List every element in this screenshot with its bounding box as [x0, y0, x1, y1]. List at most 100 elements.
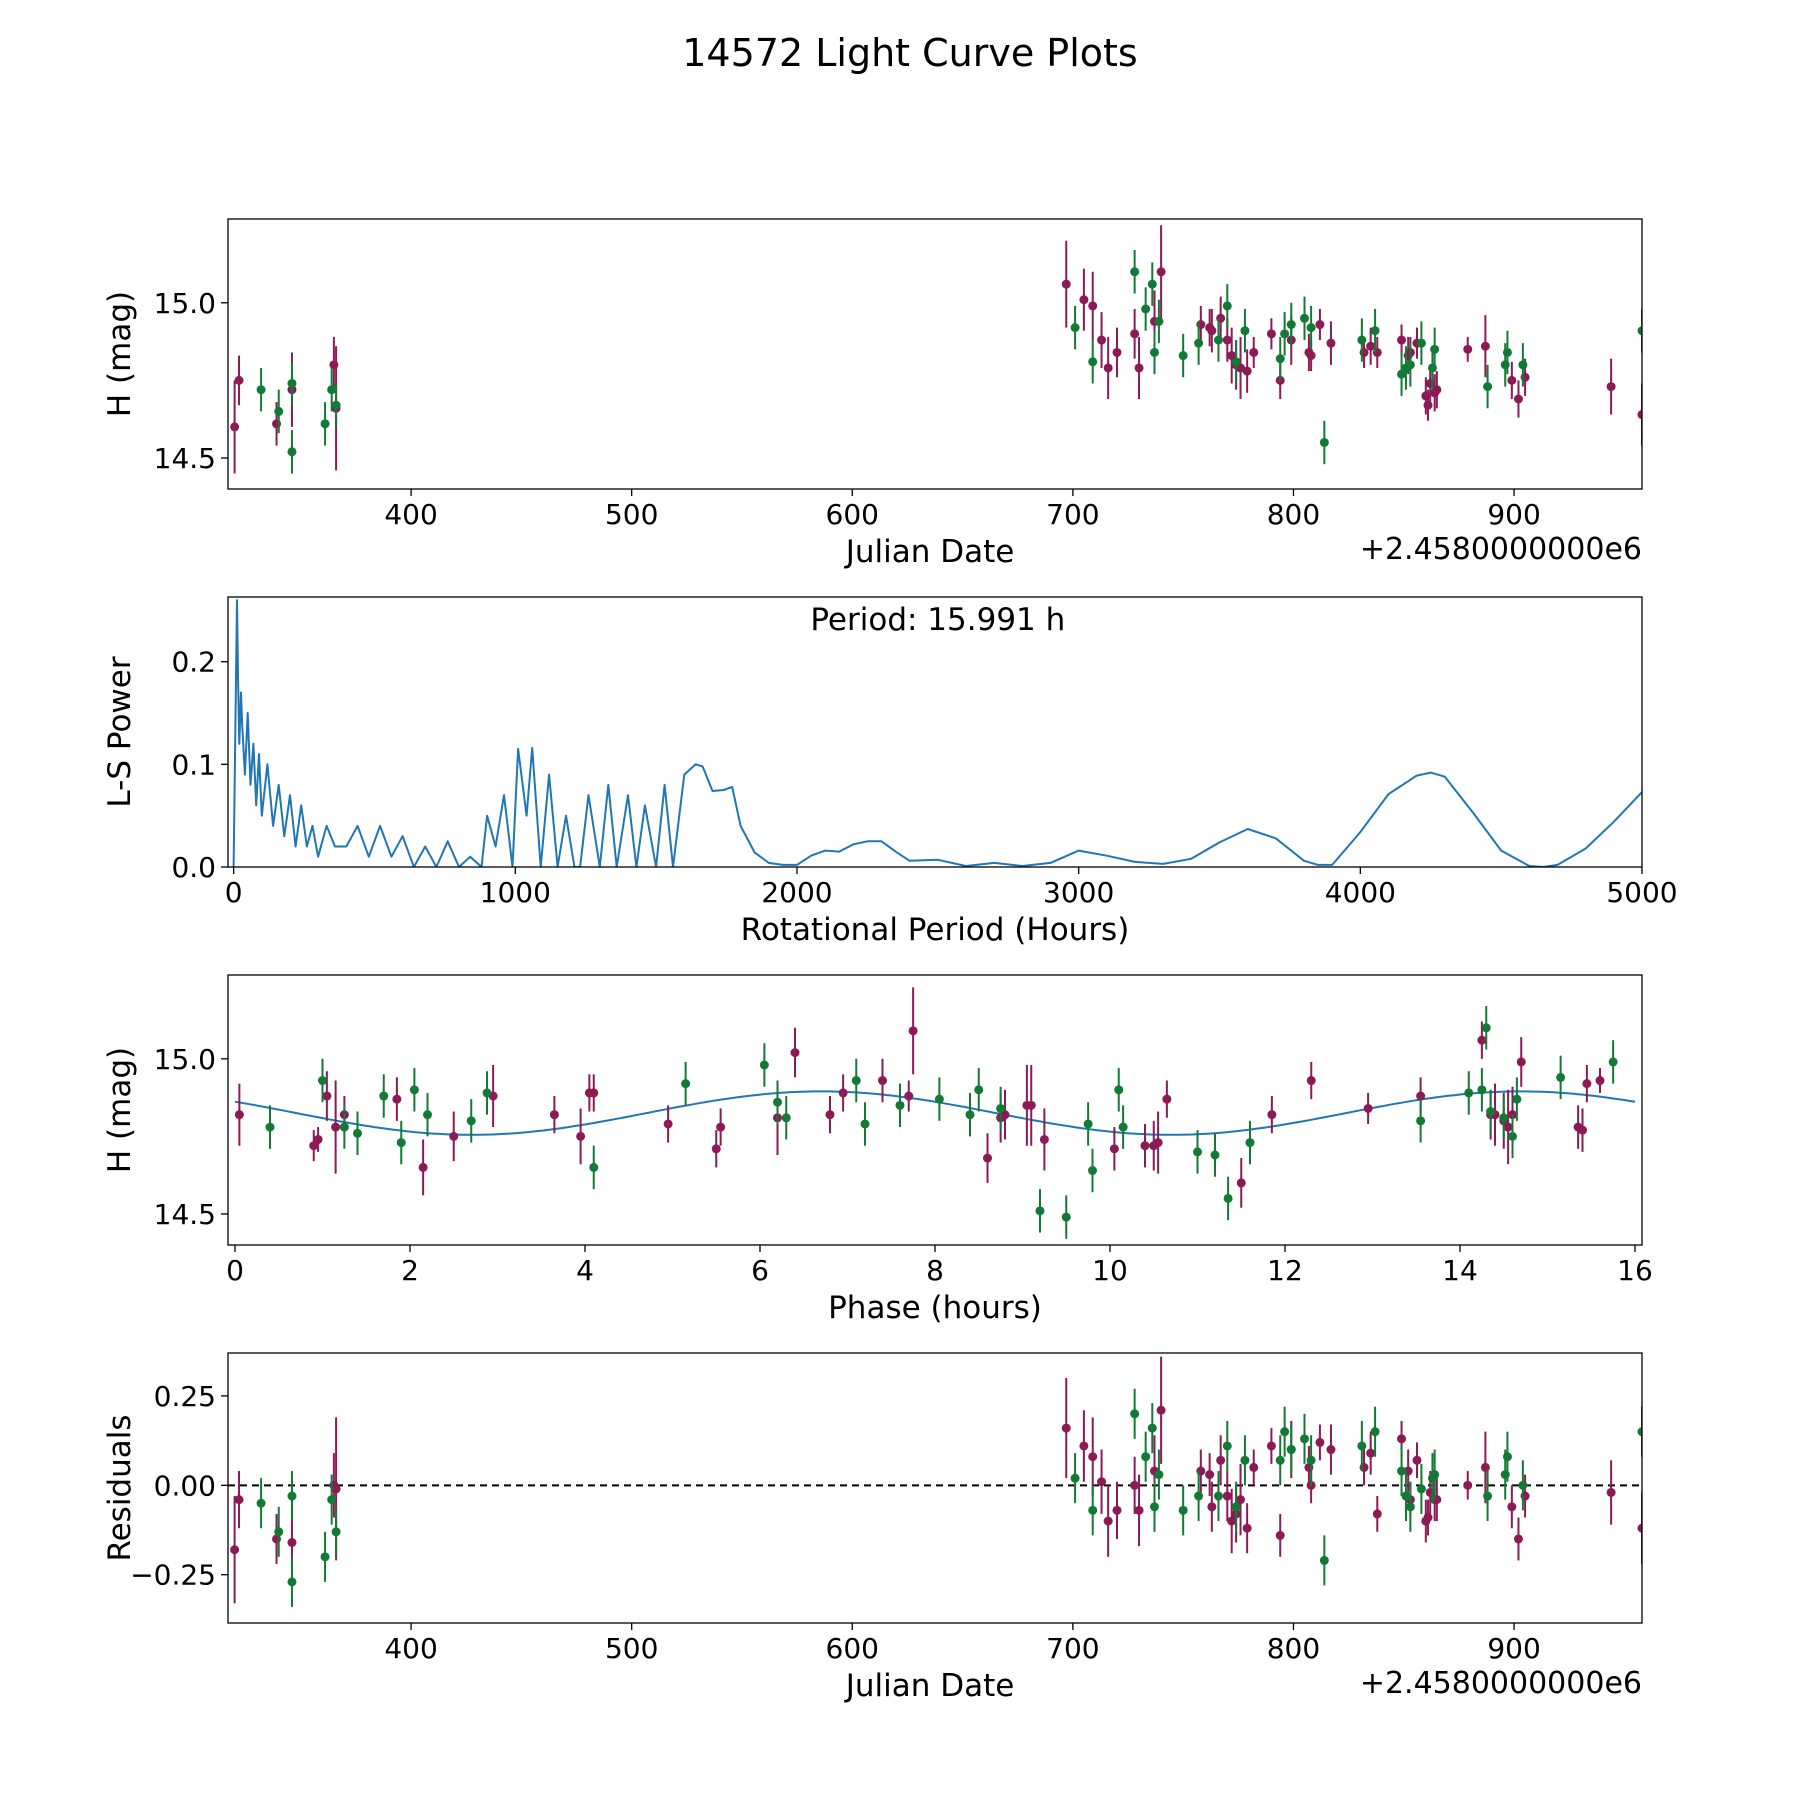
- point-green: [1231, 357, 1241, 367]
- x-tick-label: 1000: [480, 876, 551, 909]
- point-purple: [1397, 1434, 1407, 1444]
- point-purple: [1109, 1144, 1119, 1154]
- plot-area-ls: [232, 599, 1642, 867]
- point-green: [1147, 279, 1157, 289]
- point-green: [1486, 1107, 1496, 1117]
- point-purple: [1097, 1477, 1107, 1487]
- subplot-lc: 400 500 600 700 800 900 14.5 15.0 Julian Date H (…: [102, 218, 1643, 570]
- point-purple: [1079, 1441, 1089, 1451]
- x-tick-label: 400: [384, 498, 437, 531]
- point-purple: [1637, 1523, 1642, 1533]
- point-purple: [234, 1110, 244, 1120]
- point-purple: [1242, 366, 1252, 376]
- point-green: [1147, 1423, 1157, 1433]
- point-green: [339, 1122, 349, 1132]
- point-green: [1464, 1088, 1474, 1098]
- point-purple: [1242, 1523, 1252, 1533]
- point-purple: [1236, 1495, 1246, 1505]
- point-green: [274, 1527, 284, 1537]
- point-green: [409, 1085, 419, 1095]
- point-purple: [1103, 363, 1113, 373]
- point-green: [1275, 1455, 1285, 1465]
- point-green: [974, 1085, 984, 1095]
- point-green: [1637, 326, 1642, 336]
- x-tick-label: 500: [605, 498, 658, 531]
- x-tick-label: 0: [225, 876, 243, 909]
- point-green: [1518, 1480, 1528, 1490]
- point-green: [1088, 357, 1098, 367]
- point-green: [1637, 1427, 1642, 1437]
- point-green: [1114, 1085, 1124, 1095]
- point-green: [1130, 267, 1140, 277]
- x-tick-label: 3000: [1043, 876, 1114, 909]
- plot-area-phase: [234, 987, 1636, 1239]
- point-purple: [1088, 301, 1098, 311]
- point-green: [1149, 347, 1159, 357]
- point-green: [1430, 1470, 1440, 1480]
- x-tick-label: 16: [1617, 1254, 1653, 1287]
- point-purple: [716, 1122, 726, 1132]
- point-purple: [1416, 1091, 1426, 1101]
- point-green: [1178, 351, 1188, 361]
- point-green: [1430, 344, 1440, 354]
- point-green: [331, 400, 341, 410]
- point-green: [1280, 1427, 1290, 1437]
- point-purple: [1156, 1405, 1166, 1415]
- x-tick-label: 700: [1046, 498, 1099, 531]
- point-green: [681, 1079, 691, 1089]
- point-purple: [1112, 1505, 1122, 1515]
- point-purple: [1097, 335, 1107, 345]
- point-purple: [1503, 1122, 1513, 1132]
- point-purple: [1134, 363, 1144, 373]
- point-purple: [1266, 1441, 1276, 1451]
- point-green: [1397, 1466, 1407, 1476]
- point-purple: [825, 1110, 835, 1120]
- point-green: [482, 1088, 492, 1098]
- x-tick-label: 5000: [1606, 876, 1677, 909]
- point-green: [1306, 323, 1316, 333]
- x-tick-label: 8: [926, 1254, 944, 1287]
- plot-area-resid: [228, 1356, 1642, 1607]
- point-green: [934, 1094, 944, 1104]
- point-green: [1210, 1150, 1220, 1160]
- point-purple: [838, 1088, 848, 1098]
- point-purple: [663, 1119, 673, 1129]
- point-green: [1481, 1023, 1491, 1033]
- x-tick-label: 600: [826, 498, 879, 531]
- point-green: [1499, 1113, 1509, 1123]
- x-offset-label: +2.4580000000e6: [1360, 1666, 1642, 1701]
- point-purple: [234, 375, 244, 385]
- point-purple: [1366, 341, 1376, 351]
- point-green: [256, 1498, 266, 1508]
- point-purple: [1507, 375, 1517, 385]
- point-green: [1512, 1094, 1522, 1104]
- point-purple: [1513, 394, 1523, 404]
- point-purple: [1207, 1502, 1217, 1512]
- point-green: [423, 1110, 432, 1120]
- point-purple: [392, 1094, 402, 1104]
- point-green: [1299, 313, 1309, 323]
- x-tick-label: 400: [384, 1632, 437, 1665]
- point-green: [781, 1113, 791, 1123]
- point-green: [1502, 347, 1512, 357]
- x-tick-label: 900: [1487, 498, 1540, 531]
- point-purple: [1266, 329, 1276, 339]
- point-purple: [1306, 351, 1316, 361]
- point-green: [996, 1103, 1006, 1113]
- point-purple: [1477, 1035, 1487, 1045]
- y-axis-label: H (mag): [102, 1047, 138, 1173]
- point-green: [1118, 1122, 1128, 1132]
- point-green: [1088, 1505, 1098, 1515]
- x-offset-label: +2.4580000000e6: [1360, 532, 1642, 567]
- axes-frame: [227, 596, 1643, 868]
- x-tick-label: 12: [1267, 1254, 1303, 1287]
- x-tick-label: 600: [826, 1632, 879, 1665]
- point-purple: [1306, 1076, 1316, 1086]
- point-green: [287, 1577, 297, 1587]
- point-purple: [1249, 347, 1259, 357]
- x-tick-label: 500: [605, 1632, 658, 1665]
- point-purple: [1162, 1094, 1172, 1104]
- y-tick-label: 14.5: [154, 442, 216, 475]
- point-purple: [1156, 267, 1166, 277]
